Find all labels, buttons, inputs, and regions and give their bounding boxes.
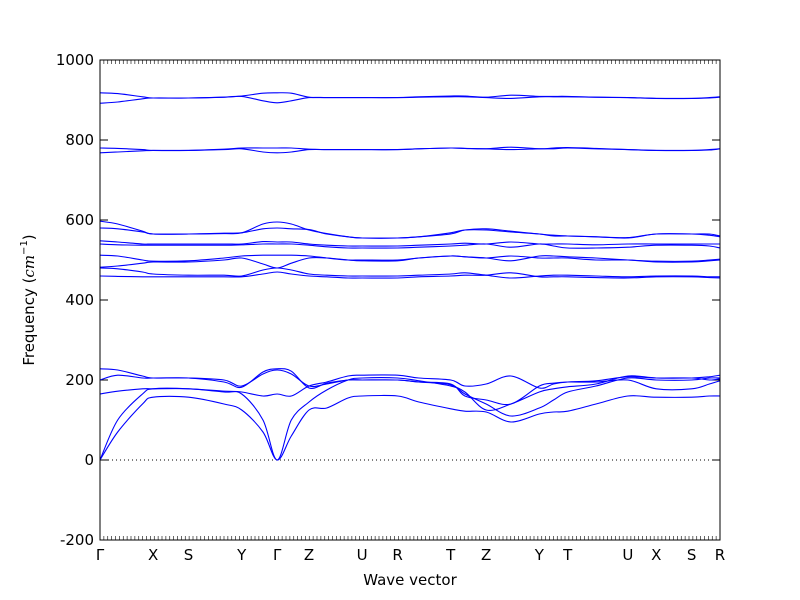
x-tick-label: S [184, 546, 194, 564]
y-tick-label: 0 [84, 451, 94, 469]
y-axis-label: Frequency (cm−1) [19, 234, 38, 365]
y-axis-label-unit: cm [20, 255, 38, 278]
y-tick-label: 800 [65, 131, 94, 149]
y-tick-label: -200 [60, 531, 94, 549]
x-tick-label: U [357, 546, 368, 564]
y-tick-labels: -200 0 200 400 600 800 1000 [56, 51, 94, 549]
x-tick-label: R [392, 546, 402, 564]
phonon-branch-5 [99, 368, 721, 417]
y-tick-label: 600 [65, 211, 94, 229]
y-tick-label: 1000 [56, 51, 94, 69]
x-tick-label: Y [236, 546, 247, 564]
x-tick-label: Γ [273, 546, 282, 564]
phonon-branch-7 [99, 267, 721, 279]
y-axis-label-close: ) [20, 234, 38, 240]
y-axis-label-exponent: −1 [19, 240, 30, 255]
x-tick-label: Z [304, 546, 314, 564]
phonon-branch-3 [99, 374, 721, 397]
x-tick-label: Y [534, 546, 545, 564]
phonon-branch-10 [99, 243, 721, 249]
phonon-branch-13 [99, 220, 721, 239]
x-tick-label: Z [481, 546, 491, 564]
dispersion-curves [99, 92, 721, 461]
y-tick-label: 200 [65, 371, 94, 389]
phonon-branch-15 [99, 146, 721, 152]
x-axis-label: Wave vector [363, 571, 457, 589]
x-tick-label: X [148, 546, 158, 564]
x-tick-label: S [687, 546, 697, 564]
phonon-branch-9 [99, 254, 721, 262]
phonon-branch-17 [99, 92, 721, 100]
phonon-branch-6 [99, 271, 721, 279]
x-tick-label: R [715, 546, 725, 564]
x-tick-label: X [651, 546, 661, 564]
svg-text:Frequency (cm−1): Frequency (cm−1) [19, 234, 38, 365]
x-tick-label: T [445, 546, 456, 564]
y-tick-label: 400 [65, 291, 94, 309]
phonon-branch-8 [99, 255, 721, 269]
plot-frame [99, 59, 721, 541]
phonon-branch-1 [99, 394, 721, 461]
x-tick-label: Γ [96, 546, 105, 564]
y-axis-label-main: Frequency ( [20, 278, 38, 366]
phonon-branch-11 [99, 240, 720, 247]
x-tick-label: U [622, 546, 633, 564]
x-tick-label: T [562, 546, 573, 564]
